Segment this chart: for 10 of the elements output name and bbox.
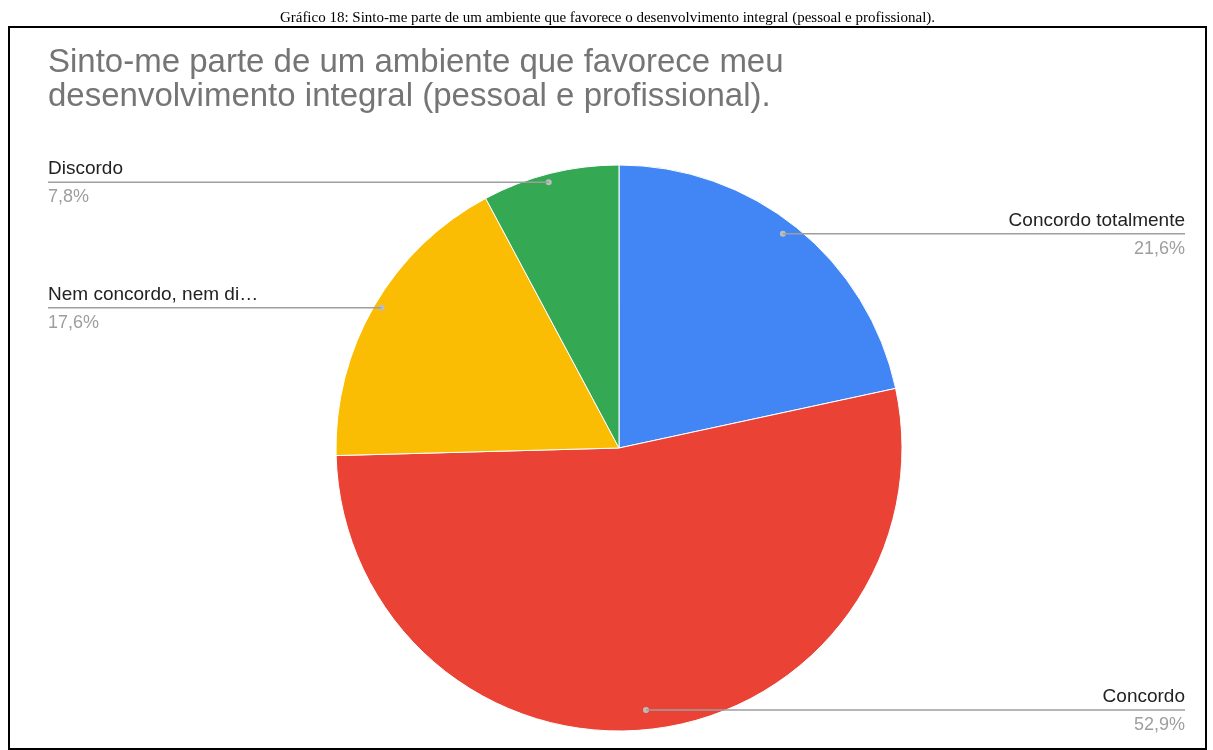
text: Gráfico 18: Sinto-me parte de um ambiente que favorece o desenvolvimento integral (pessoal e profissional). xyxy=(278,8,937,26)
slice-label: Concordo totalmente xyxy=(1008,208,1185,230)
slice-label: Nem concordo, nem di… xyxy=(48,282,259,304)
data-label: 21,6% xyxy=(1133,237,1185,258)
slice-label: Concordo xyxy=(1102,684,1185,706)
slice-label: Discordo xyxy=(48,157,123,179)
data-label: 7,8% xyxy=(48,186,90,207)
data-label: 52,9% xyxy=(1133,713,1185,734)
data-label: 17,6% xyxy=(48,311,100,332)
chart-title: Sinto-me parte de um ambiente que favorece meu desenvolvimento integral (pessoal e profissional). xyxy=(48,42,785,113)
